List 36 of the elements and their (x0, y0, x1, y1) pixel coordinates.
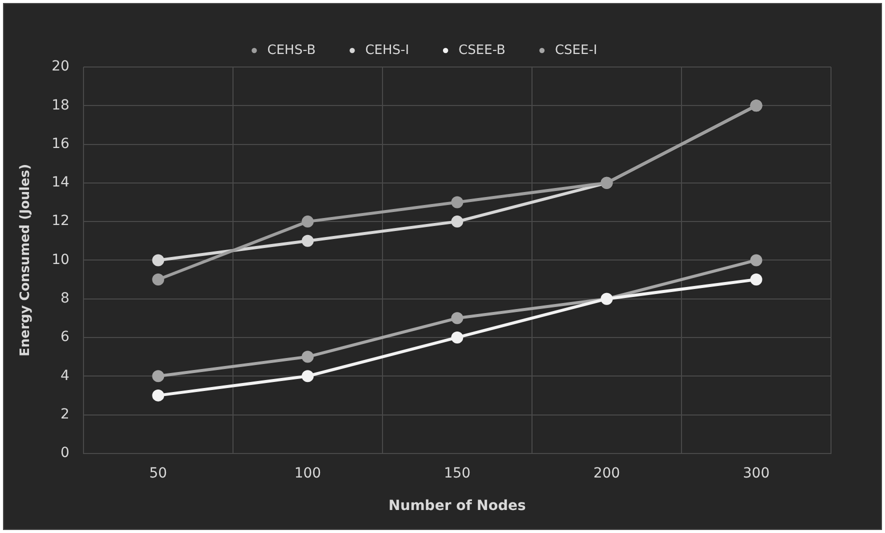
point (302, 370, 314, 382)
point (152, 254, 164, 266)
y-tick-label: 2 (60, 406, 70, 422)
y-tick-label: 20 (52, 58, 70, 75)
x-tick-label: 50 (149, 465, 168, 482)
y-tick-label: 16 (52, 136, 70, 152)
x-axis-title: Number of Nodes (388, 498, 526, 514)
x-tick-label: 300 (742, 465, 770, 482)
point (302, 350, 314, 363)
point (451, 196, 464, 208)
point (152, 389, 164, 402)
legend-label: CEHS-B (267, 42, 316, 58)
point (750, 254, 762, 266)
point (451, 331, 464, 344)
legend-label: CSEE-B (458, 42, 506, 58)
y-tick-label: 14 (52, 174, 70, 191)
point (451, 216, 464, 228)
y-tick-label: 6 (60, 329, 70, 346)
y-tick-label: 12 (52, 213, 70, 230)
y-tick-label: 10 (52, 252, 70, 268)
point (152, 370, 164, 382)
y-tick-label: 0 (60, 445, 70, 462)
y-tick-label: 4 (60, 368, 70, 384)
y-tick-label: 18 (52, 97, 70, 114)
point (750, 274, 762, 286)
point (451, 312, 464, 324)
legend-label: CEHS-I (365, 42, 410, 58)
legend-label: CSEE-I (554, 42, 598, 58)
point (302, 216, 314, 228)
point (302, 234, 314, 247)
x-tick-label: 100 (294, 465, 322, 482)
point (152, 274, 164, 286)
x-tick-label: 150 (444, 465, 471, 482)
x-tick-label: 200 (593, 465, 620, 482)
y-axis-title: Energy Consumed (Joules) (18, 164, 34, 356)
y-tick-label: 8 (60, 290, 70, 306)
